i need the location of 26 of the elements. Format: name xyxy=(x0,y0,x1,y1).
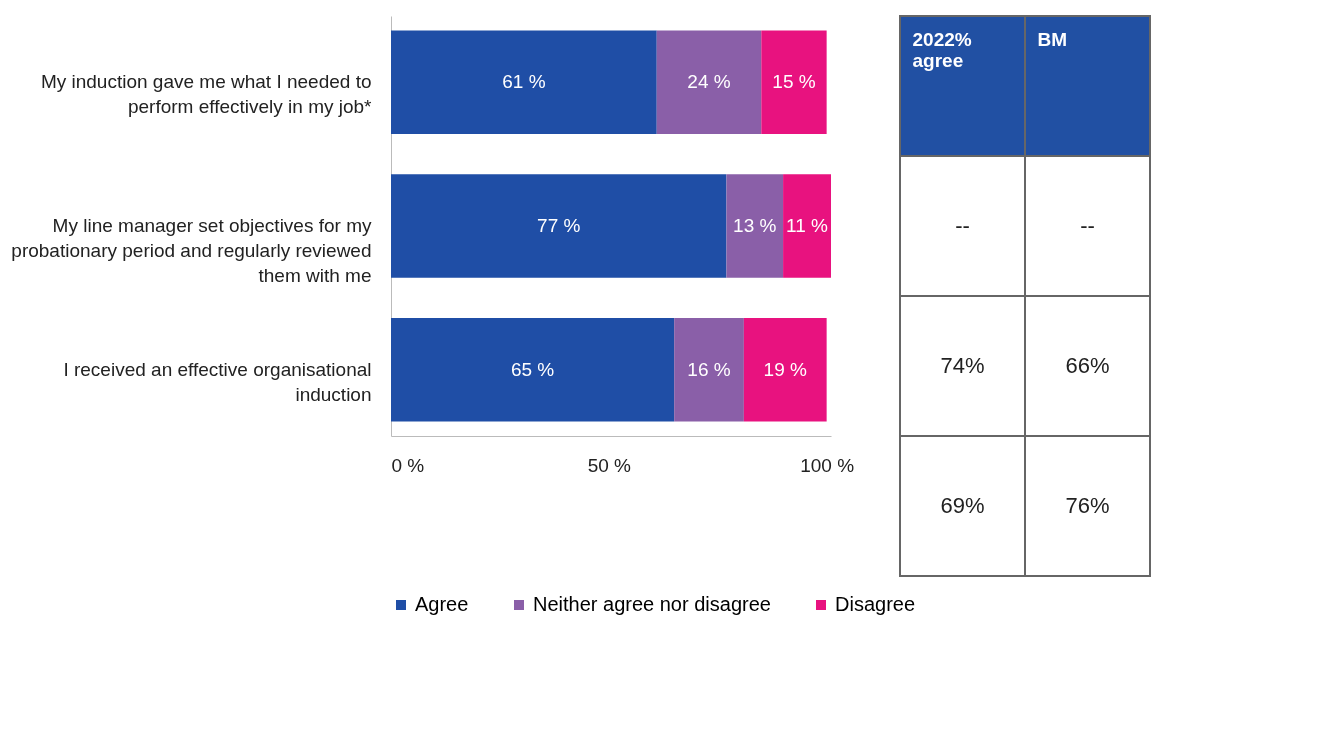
text: -- xyxy=(1080,213,1095,238)
text: 66% xyxy=(1065,353,1110,378)
y-tick-label: My induction gave me what I needed to perform effectively in my job* xyxy=(40,71,373,118)
data-label: 77 % xyxy=(537,215,581,236)
text: 69% xyxy=(940,493,985,518)
x-tick-label: 50 % xyxy=(587,454,632,476)
text: 2022% agree xyxy=(912,29,972,71)
x-tick-label: 0 % xyxy=(391,454,425,476)
data-label: 61 % xyxy=(502,71,546,93)
legend-label: Disagree xyxy=(835,593,916,615)
legend-label: Agree xyxy=(415,593,469,615)
x-tick-label: 100 % xyxy=(800,454,855,476)
text: 76% xyxy=(1065,493,1110,518)
data-label: 15 % xyxy=(772,71,816,93)
text: BM xyxy=(1037,29,1068,50)
text: 74% xyxy=(940,353,985,378)
legend-label: Neither agree nor disagree xyxy=(533,593,771,615)
y-tick-label: My line manager set objectives for my probationary period and regularly reviewed them with me xyxy=(11,215,372,286)
y-tick-label: I received an effective organisational induction xyxy=(63,358,372,405)
data-label: 11 % xyxy=(786,215,829,236)
data-label: 13 % xyxy=(733,215,777,236)
data-label: 65 % xyxy=(510,358,555,380)
data-label: 24 % xyxy=(687,71,731,93)
data-label: 19 % xyxy=(763,358,808,380)
data-label: 16 % xyxy=(687,358,731,380)
text: -- xyxy=(955,213,970,238)
